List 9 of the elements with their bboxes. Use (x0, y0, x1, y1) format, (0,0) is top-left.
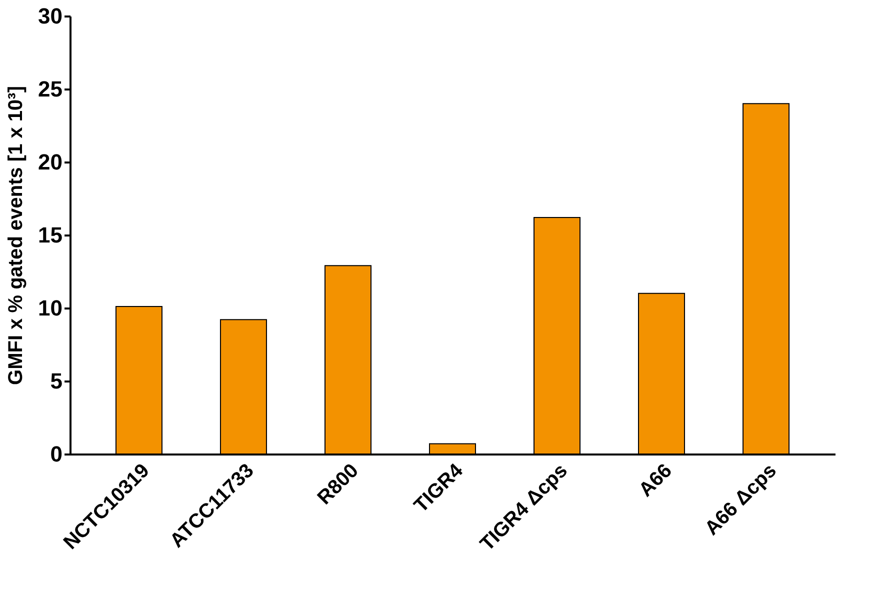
y-tick-label: 5 (50, 368, 62, 394)
y-axis-title: GMFI x % gated events [1 x 10³] (5, 86, 28, 385)
y-tick-label: 15 (38, 222, 62, 248)
y-tick-label: 10 (38, 296, 62, 320)
y-tick-label: 25 (38, 76, 62, 102)
y-tick-label: 30 (38, 4, 62, 28)
y-tick-label: 20 (38, 150, 62, 174)
y-tick-label: 0 (50, 442, 62, 466)
x-tick-label: A66 (634, 460, 676, 502)
